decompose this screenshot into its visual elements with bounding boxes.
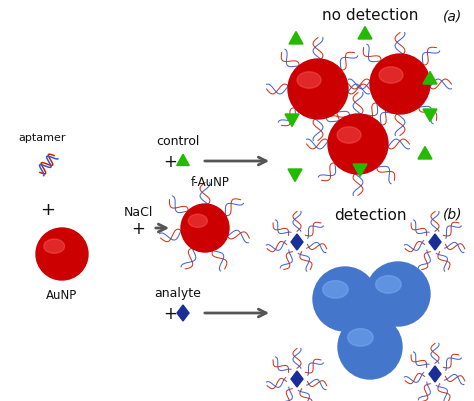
Circle shape [288, 60, 348, 120]
Ellipse shape [337, 128, 361, 144]
Polygon shape [423, 110, 437, 122]
Text: detection: detection [334, 207, 406, 223]
Text: f-AuNP: f-AuNP [191, 176, 229, 188]
Ellipse shape [297, 73, 321, 89]
Circle shape [328, 115, 388, 174]
Text: (a): (a) [443, 10, 462, 24]
Text: +: + [40, 200, 55, 219]
Ellipse shape [375, 276, 401, 294]
Circle shape [338, 315, 402, 379]
Polygon shape [288, 170, 302, 182]
Circle shape [370, 55, 430, 115]
Polygon shape [429, 235, 441, 250]
Polygon shape [418, 147, 432, 160]
Text: NaCl: NaCl [123, 206, 153, 219]
Polygon shape [358, 27, 372, 40]
Text: no detection: no detection [322, 8, 418, 23]
Polygon shape [423, 72, 437, 85]
Circle shape [36, 229, 88, 280]
Ellipse shape [347, 329, 373, 346]
Circle shape [313, 267, 377, 331]
Polygon shape [289, 32, 303, 45]
Polygon shape [177, 305, 189, 321]
Circle shape [181, 205, 229, 252]
Polygon shape [291, 235, 303, 250]
Polygon shape [429, 366, 441, 382]
Polygon shape [285, 115, 299, 127]
Text: control: control [156, 135, 200, 148]
Ellipse shape [323, 281, 348, 298]
Polygon shape [353, 164, 367, 177]
Polygon shape [291, 371, 303, 387]
Ellipse shape [44, 239, 64, 254]
Polygon shape [177, 155, 189, 166]
Text: aptamer: aptamer [18, 133, 66, 143]
Text: AuNP: AuNP [46, 288, 78, 301]
Text: +: + [163, 153, 177, 170]
Circle shape [366, 262, 430, 326]
Text: (b): (b) [443, 207, 462, 221]
Text: +: + [163, 304, 177, 322]
Ellipse shape [379, 68, 403, 84]
Text: analyte: analyte [155, 286, 201, 299]
Ellipse shape [188, 215, 208, 228]
Text: +: + [131, 219, 145, 237]
